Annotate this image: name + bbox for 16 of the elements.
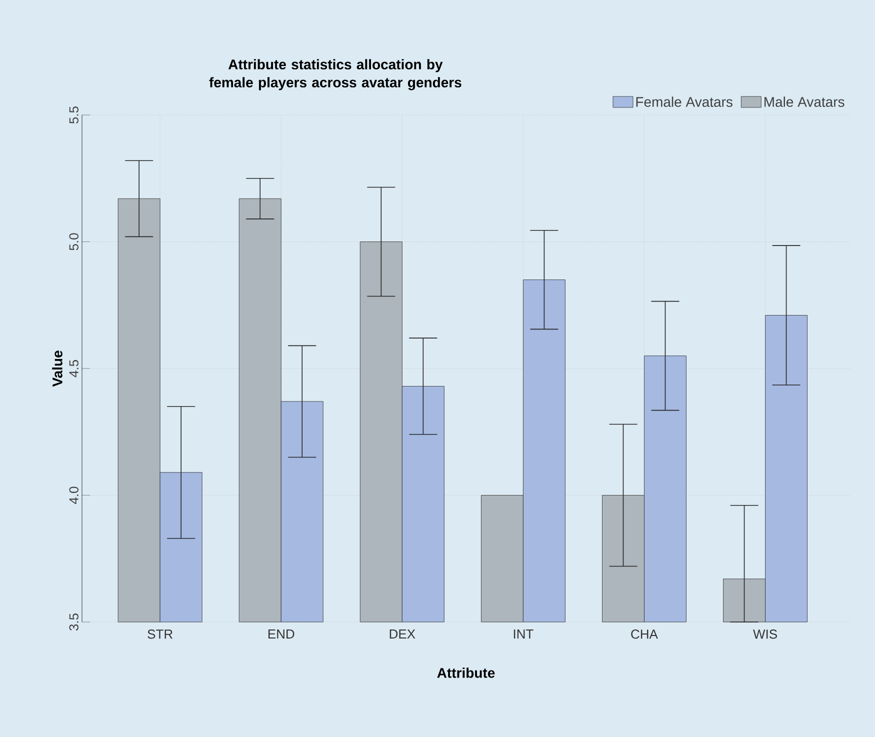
y-tick-label: 5.5	[69, 106, 78, 124]
y-tick-label: 3.5	[69, 614, 78, 631]
x-tick-label: END	[268, 630, 294, 638]
legend-label: Male Avatars	[764, 96, 844, 107]
y-tick-label: 4.5	[69, 360, 78, 378]
y-tick-label: 5.0	[69, 233, 78, 250]
x-tick-label: STR	[148, 630, 172, 639]
x-tick-label: INT	[514, 630, 534, 638]
x-tick-label: WIS	[753, 630, 777, 639]
x-tick-label: DEX	[390, 630, 416, 638]
x-tick-label: CHA	[631, 630, 658, 639]
legend-label: Female Avatars	[636, 96, 732, 107]
chart-title: Attribute statistics allocation by female players across avatar genders	[209, 59, 462, 90]
x-axis-title: Attribute	[437, 668, 495, 678]
y-axis-title: Value	[52, 350, 62, 387]
y-tick-label: 4.0	[69, 486, 78, 504]
